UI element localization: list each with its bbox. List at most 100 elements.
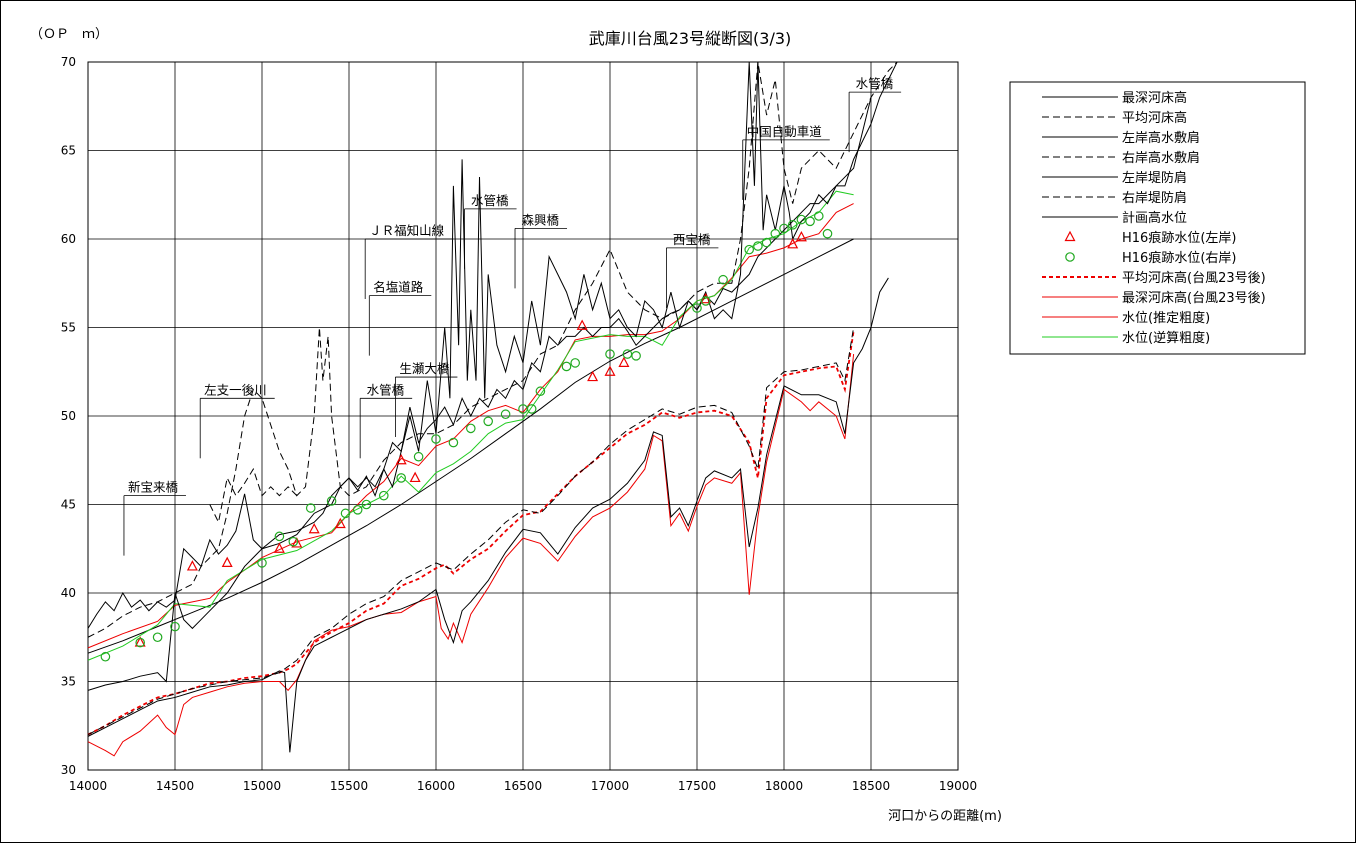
bridge-label: 水管橋 xyxy=(856,76,894,91)
bridge-label: 水管橋 xyxy=(471,193,509,208)
series-line xyxy=(87,61,898,691)
y-tick-label: 40 xyxy=(61,586,76,600)
x-tick-label: 19000 xyxy=(939,779,977,793)
trace-marker-right xyxy=(413,451,424,462)
trace-marker-left xyxy=(395,453,407,465)
trace-marker-right xyxy=(257,558,267,568)
x-tick-label: 15500 xyxy=(330,779,368,793)
legend-label: 計画高水位 xyxy=(1122,210,1187,226)
trace-marker-right xyxy=(448,437,459,448)
trace-marker-right xyxy=(483,416,493,427)
trace-marker-left xyxy=(134,636,146,647)
trace-marker-right xyxy=(340,508,351,519)
trace-marker-left xyxy=(576,319,588,330)
legend-label: H16痕跡水位(左岸) xyxy=(1122,230,1236,246)
trace-marker-right xyxy=(396,473,406,483)
trace-marker-left xyxy=(186,560,198,571)
trace-marker-right xyxy=(465,423,476,434)
legend-box xyxy=(1009,81,1306,355)
trace-marker-right xyxy=(100,651,111,662)
x-tick-label: 17500 xyxy=(678,779,716,793)
legend-label: 右岸高水敷肩 xyxy=(1122,150,1200,166)
chart-title: 武庫川台風23号縦断図(3/3) xyxy=(589,29,792,48)
x-tick-label: 14000 xyxy=(69,779,107,793)
trace-marker-right xyxy=(796,214,807,225)
series-line xyxy=(87,61,898,638)
trace-marker-left xyxy=(334,517,346,529)
trace-marker-right xyxy=(535,386,546,397)
trace-marker-left xyxy=(587,370,599,382)
trace-marker-right xyxy=(561,361,572,372)
y-tick-label: 60 xyxy=(61,232,76,246)
trace-marker-left xyxy=(308,522,320,534)
trace-marker-right xyxy=(718,274,728,285)
bridge-label: 西宝橋 xyxy=(673,232,711,247)
trace-marker-left xyxy=(618,356,630,367)
x-axis-label: 河口からの距離(m) xyxy=(888,809,1002,824)
legend-label: 平均河床高(台風23号後) xyxy=(1122,270,1266,286)
legend-label: H16痕跡水位(右岸) xyxy=(1122,250,1236,266)
bridge-label: 生瀬大橋 xyxy=(399,361,450,376)
x-tick-label: 16500 xyxy=(504,779,542,793)
trace-marker-right xyxy=(135,637,145,648)
series-line xyxy=(209,467,298,524)
y-tick-label: 35 xyxy=(61,675,76,689)
trace-marker-right xyxy=(152,632,163,643)
trace-marker-right xyxy=(761,237,772,248)
trace-marker-right xyxy=(305,503,316,513)
trace-marker-right xyxy=(352,505,363,515)
y-tick-label: 30 xyxy=(61,763,76,777)
trace-marker-right xyxy=(288,536,299,547)
trace-marker-right xyxy=(822,228,833,239)
legend-label: 平均河床高 xyxy=(1122,110,1187,126)
trace-marker-right xyxy=(692,303,702,313)
tick-labels: 14000 14500 15000 15500 16000 16500 17000 17500… xyxy=(61,55,977,793)
legend-label: 水位(逆算粗度) xyxy=(1122,330,1210,346)
y-axis-label: （ＯＰ ｍ） xyxy=(30,27,108,42)
trace-marker-right xyxy=(700,296,711,306)
bridge-label: 水管橋 xyxy=(367,382,405,397)
y-tick-label: 65 xyxy=(61,144,76,158)
bridge-label: ＪＲ福知山線 xyxy=(369,223,445,238)
series-line xyxy=(87,97,872,629)
series-line xyxy=(87,277,889,753)
trace-marker-right xyxy=(378,490,389,501)
bridge-label: 名塩道路 xyxy=(373,280,424,295)
x-tick-label: 17000 xyxy=(591,779,629,793)
markers-group xyxy=(100,211,833,662)
x-tick-label: 18500 xyxy=(852,779,890,793)
series-line xyxy=(87,353,855,757)
trace-marker-right xyxy=(274,531,285,542)
trace-marker-right xyxy=(805,216,815,227)
trace-marker-right xyxy=(326,496,337,506)
trace-marker-right xyxy=(170,621,180,632)
legend-swatch xyxy=(1065,252,1075,262)
y-tick-label: 70 xyxy=(61,55,76,69)
trace-marker-left xyxy=(409,471,421,483)
trace-marker-right xyxy=(622,349,633,359)
bridge-label: 中国自動車道 xyxy=(747,124,823,139)
bridge-label: 新宝来橋 xyxy=(128,480,179,495)
trace-marker-right xyxy=(753,241,763,251)
legend-label: 左岸堤防肩 xyxy=(1122,170,1187,186)
series-line xyxy=(87,327,855,736)
y-tick-label: 50 xyxy=(61,409,76,423)
series-line xyxy=(87,238,854,654)
trace-marker-right xyxy=(570,358,580,368)
trace-marker-left xyxy=(273,542,285,553)
y-tick-label: 55 xyxy=(61,321,76,335)
trace-marker-left xyxy=(604,365,616,376)
trace-marker-right xyxy=(631,351,641,361)
bridge-label: 左支一後川 xyxy=(204,382,267,397)
trace-marker-right xyxy=(526,404,537,414)
legend-label: 左岸高水敷肩 xyxy=(1122,130,1200,146)
trace-marker-left xyxy=(787,238,799,249)
legend-label: 右岸堤防肩 xyxy=(1122,190,1187,206)
legend-label: 最深河床高 xyxy=(1122,90,1187,106)
legend-label: 最深河床高(台風23号後) xyxy=(1122,290,1266,306)
trace-marker-right xyxy=(605,349,615,359)
trace-marker-right xyxy=(813,211,824,221)
trace-marker-right xyxy=(770,228,781,239)
